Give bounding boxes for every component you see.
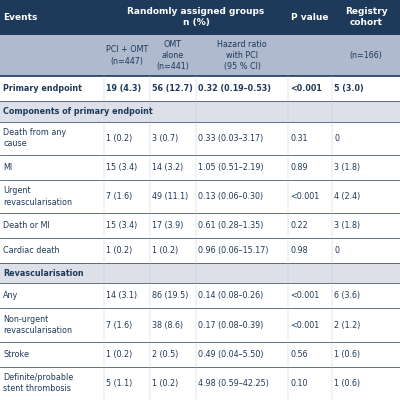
Text: 2 (1.2): 2 (1.2) xyxy=(334,320,361,330)
Text: 0.22: 0.22 xyxy=(290,221,308,230)
Text: <0.001: <0.001 xyxy=(290,292,320,300)
Bar xyxy=(0,101,400,122)
Text: 5 (1.1): 5 (1.1) xyxy=(106,379,133,388)
Bar xyxy=(0,76,400,101)
Text: 1.05 (0.51–2.19): 1.05 (0.51–2.19) xyxy=(198,163,264,172)
Bar xyxy=(0,0,400,35)
Text: 0.49 (0.04–5.50): 0.49 (0.04–5.50) xyxy=(198,350,264,359)
Text: <0.001: <0.001 xyxy=(290,192,320,201)
Text: 1 (0.2): 1 (0.2) xyxy=(106,246,133,255)
Text: 1 (0.2): 1 (0.2) xyxy=(106,350,133,359)
Text: OMT
alone
(n=441): OMT alone (n=441) xyxy=(156,40,190,71)
Text: 1 (0.2): 1 (0.2) xyxy=(106,134,133,143)
Text: <0.001: <0.001 xyxy=(290,84,322,93)
Bar xyxy=(0,367,400,400)
Text: 0.14 (0.08–0.26): 0.14 (0.08–0.26) xyxy=(198,292,264,300)
Bar xyxy=(0,342,400,367)
Text: Stroke: Stroke xyxy=(3,350,29,359)
Text: MI: MI xyxy=(3,163,12,172)
Bar xyxy=(0,155,400,180)
Text: 49 (11.1): 49 (11.1) xyxy=(152,192,189,201)
Text: P value: P value xyxy=(291,13,329,22)
Text: 15 (3.4): 15 (3.4) xyxy=(106,163,138,172)
Text: 14 (3.1): 14 (3.1) xyxy=(106,292,138,300)
Text: Non-urgent
revascularisation: Non-urgent revascularisation xyxy=(3,315,72,335)
Text: 0.61 (0.28–1.35): 0.61 (0.28–1.35) xyxy=(198,221,264,230)
Text: 1 (0.2): 1 (0.2) xyxy=(152,246,179,255)
Text: 0: 0 xyxy=(334,246,339,255)
Text: Primary endpoint: Primary endpoint xyxy=(3,84,82,93)
Text: Components of primary endpoint: Components of primary endpoint xyxy=(3,107,153,116)
Text: 3 (1.8): 3 (1.8) xyxy=(334,163,360,172)
Text: 19 (4.3): 19 (4.3) xyxy=(106,84,142,93)
Bar xyxy=(0,122,400,155)
Text: Registry
cohort: Registry cohort xyxy=(345,7,387,27)
Text: (n=166): (n=166) xyxy=(350,51,382,60)
Text: Revascularisation: Revascularisation xyxy=(3,269,84,278)
Text: Definite/probable
stent thrombosis: Definite/probable stent thrombosis xyxy=(3,373,74,394)
Bar xyxy=(0,213,400,238)
Text: 1 (0.6): 1 (0.6) xyxy=(334,379,360,388)
Text: Urgent
revascularisation: Urgent revascularisation xyxy=(3,186,72,206)
Text: 14 (3.2): 14 (3.2) xyxy=(152,163,184,172)
Text: 4 (2.4): 4 (2.4) xyxy=(334,192,361,201)
Text: 15 (3.4): 15 (3.4) xyxy=(106,221,138,230)
Text: <0.001: <0.001 xyxy=(290,320,320,330)
Text: 17 (3.9): 17 (3.9) xyxy=(152,221,184,230)
Text: 0.98: 0.98 xyxy=(290,246,308,255)
Text: Hazard ratio
with PCI
(95 % CI): Hazard ratio with PCI (95 % CI) xyxy=(217,40,267,71)
Text: 5 (3.0): 5 (3.0) xyxy=(334,84,364,93)
Text: 56 (12.7): 56 (12.7) xyxy=(152,84,193,93)
Text: 0.33 (0.03–3.17): 0.33 (0.03–3.17) xyxy=(198,134,264,143)
Text: PCI + OMT
(n=447): PCI + OMT (n=447) xyxy=(106,46,148,66)
Text: Death or MI: Death or MI xyxy=(3,221,50,230)
Bar xyxy=(0,35,400,76)
Text: 0.56: 0.56 xyxy=(290,350,308,359)
Text: 0.89: 0.89 xyxy=(290,163,308,172)
Text: 6 (3.6): 6 (3.6) xyxy=(334,292,360,300)
Text: 38 (8.6): 38 (8.6) xyxy=(152,320,184,330)
Text: 3 (0.7): 3 (0.7) xyxy=(152,134,179,143)
Text: 4.98 (0.59–42.25): 4.98 (0.59–42.25) xyxy=(198,379,269,388)
Text: 0.13 (0.06–0.30): 0.13 (0.06–0.30) xyxy=(198,192,264,201)
Text: 0.32 (0.19–0.53): 0.32 (0.19–0.53) xyxy=(198,84,271,93)
Bar xyxy=(0,180,400,213)
Text: 86 (19.5): 86 (19.5) xyxy=(152,292,189,300)
Text: 0.96 (0.06–15.17): 0.96 (0.06–15.17) xyxy=(198,246,269,255)
Bar xyxy=(0,238,400,263)
Bar xyxy=(0,263,400,284)
Text: 7 (1.6): 7 (1.6) xyxy=(106,192,133,201)
Text: Cardiac death: Cardiac death xyxy=(3,246,60,255)
Text: 0.10: 0.10 xyxy=(290,379,308,388)
Text: Death from any
cause: Death from any cause xyxy=(3,128,66,148)
Text: 1 (0.2): 1 (0.2) xyxy=(152,379,179,388)
Text: Events: Events xyxy=(3,13,38,22)
Text: 3 (1.8): 3 (1.8) xyxy=(334,221,360,230)
Text: 0: 0 xyxy=(334,134,339,143)
Bar xyxy=(0,308,400,342)
Text: 0.31: 0.31 xyxy=(290,134,308,143)
Text: 0.17 (0.08–0.39): 0.17 (0.08–0.39) xyxy=(198,320,264,330)
Text: Any: Any xyxy=(3,292,18,300)
Text: 2 (0.5): 2 (0.5) xyxy=(152,350,179,359)
Bar xyxy=(0,284,400,308)
Text: Randomly assigned groups
n (%): Randomly assigned groups n (%) xyxy=(127,7,265,27)
Text: 1 (0.6): 1 (0.6) xyxy=(334,350,360,359)
Text: 7 (1.6): 7 (1.6) xyxy=(106,320,133,330)
